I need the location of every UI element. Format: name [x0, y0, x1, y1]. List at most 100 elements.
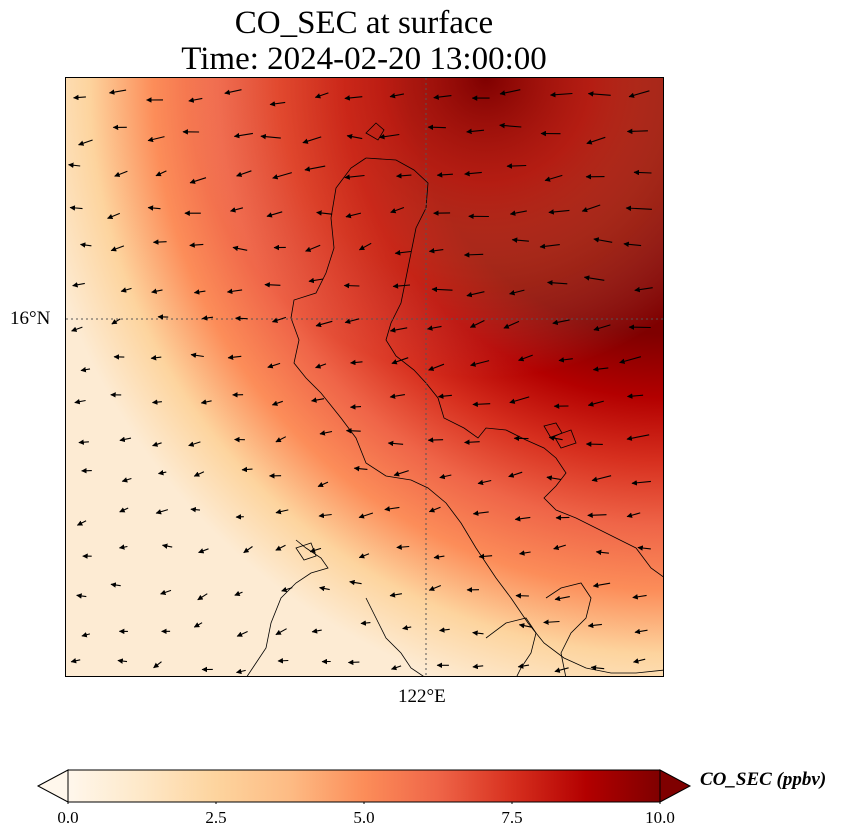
wind-vector-arrow — [466, 291, 485, 298]
luzon-east-coastline — [365, 157, 663, 578]
wind-vector-arrow — [315, 320, 333, 328]
colorbar-gradient — [67, 769, 661, 803]
wind-vector-arrow — [632, 594, 647, 600]
wind-vector-arrow — [71, 326, 83, 332]
wind-vector-arrow — [68, 162, 81, 168]
wind-vector-arrow — [433, 94, 452, 100]
wind-vector-arrow — [389, 393, 405, 399]
wind-vector-arrow — [316, 210, 333, 216]
wind-vector-arrow — [511, 237, 529, 243]
wind-vector-arrow — [108, 89, 127, 95]
wind-vector-arrow — [266, 211, 283, 218]
wind-vector-arrow — [546, 475, 562, 481]
wind-vector-arrow — [517, 663, 530, 669]
wind-vector-arrow — [637, 545, 651, 551]
wind-vector-arrow — [147, 205, 161, 211]
wind-vector-arrow — [477, 479, 492, 486]
wind-vector-arrow — [152, 441, 162, 447]
map-panel — [65, 77, 664, 677]
colorbar-tick-label: 2.5 — [205, 808, 227, 827]
wind-vector-arrow — [304, 165, 326, 172]
colorbar-tick-label: 10.0 — [645, 808, 675, 827]
wind-vector-arrow — [114, 170, 128, 177]
wind-vector-arrow — [464, 170, 482, 177]
wind-vector-arrow — [427, 124, 446, 131]
wind-vector-arrow — [518, 623, 532, 629]
wind-vector-arrow — [547, 280, 568, 286]
wind-vector-arrow — [235, 668, 246, 675]
wind-vector-arrow — [233, 132, 253, 139]
wind-vector-arrow — [394, 250, 411, 256]
wind-vector-arrow — [586, 136, 606, 145]
map-canvas — [66, 78, 663, 676]
wind-vector-arrow — [345, 212, 362, 219]
wind-vector-arrow — [302, 136, 322, 144]
wind-vector-arrow — [110, 582, 121, 588]
wind-vector-arrow — [151, 399, 162, 405]
wind-vector-arrow — [80, 366, 91, 373]
wind-vector-arrow — [428, 248, 444, 254]
wind-vector-arrow — [548, 435, 563, 441]
south-island-coastline — [365, 597, 424, 676]
wind-vector-arrow — [309, 547, 322, 553]
wind-vector-arrow — [464, 439, 480, 445]
colorbar-tick-label: 0.0 — [57, 808, 79, 827]
wind-vector-arrow — [260, 133, 281, 140]
wind-vector-arrow — [147, 136, 165, 143]
wind-vector-arrow — [437, 393, 452, 399]
wind-vector-arrow — [121, 477, 132, 483]
wind-vector-arrow — [509, 289, 525, 296]
wind-vector-arrow — [226, 288, 243, 295]
wind-vector-arrow — [157, 469, 167, 476]
wind-vector-arrow — [472, 401, 491, 408]
wind-vector-arrow — [275, 544, 286, 551]
wind-vector-arrow — [319, 585, 330, 592]
wind-vector-arrow — [271, 316, 287, 323]
wind-vector-arrow — [499, 89, 521, 96]
luzon-coastline — [290, 157, 663, 674]
colorbar-extend-min — [36, 769, 69, 803]
wind-vector-arrow — [396, 173, 412, 179]
wind-vector-arrow — [428, 506, 441, 513]
wind-vector-arrow — [439, 627, 450, 633]
wind-vector-arrow — [402, 624, 412, 631]
wind-vector-arrow — [358, 553, 370, 559]
wind-vector-arrow — [514, 516, 531, 522]
wind-vector-arrow — [200, 399, 212, 405]
wind-vector-arrow — [593, 324, 611, 332]
wind-vector-arrow — [190, 506, 201, 513]
wind-vector-arrow — [308, 277, 324, 284]
wind-vector-arrow — [626, 434, 650, 441]
wind-vector-arrow — [70, 658, 81, 664]
wind-vector-arrow — [623, 241, 642, 248]
wind-vector-arrow — [593, 237, 613, 243]
wind-vector-arrow — [315, 363, 327, 369]
wind-vector-arrow — [243, 546, 253, 554]
wind-vector-arrow — [78, 439, 89, 445]
wind-vector-arrow — [587, 512, 607, 518]
wind-vector-arrow — [271, 400, 283, 406]
wind-vector-arrow — [235, 315, 248, 322]
wind-vector-arrow — [390, 206, 405, 214]
wind-vector-arrow — [389, 327, 408, 333]
wind-vector-arrow — [74, 398, 86, 405]
wind-vector-arrow — [544, 174, 563, 182]
wind-vector-arrow — [554, 595, 570, 602]
wind-vector-arrow — [111, 318, 121, 325]
map-subtitle-time: Time: 2024-02-20 13:00:00 — [181, 41, 547, 77]
wind-vector-arrow — [554, 667, 569, 673]
wind-vector-arrow — [436, 172, 453, 178]
wind-vector-arrow — [427, 437, 444, 443]
wind-vector-arrow — [393, 470, 409, 477]
wind-vector-arrow — [543, 619, 560, 625]
wind-vector-arrow — [503, 320, 520, 329]
wind-vector-arrow — [152, 239, 167, 245]
wind-vectors — [68, 89, 653, 675]
wind-vector-arrow — [190, 352, 204, 359]
lon-tick-label: 122°E — [398, 686, 446, 707]
wind-vector-arrow — [389, 93, 405, 99]
small-island-3 — [295, 542, 317, 561]
wind-vector-arrow — [433, 554, 445, 560]
peninsula-coastline-2 — [545, 582, 592, 676]
wind-vector-arrow — [633, 169, 652, 176]
